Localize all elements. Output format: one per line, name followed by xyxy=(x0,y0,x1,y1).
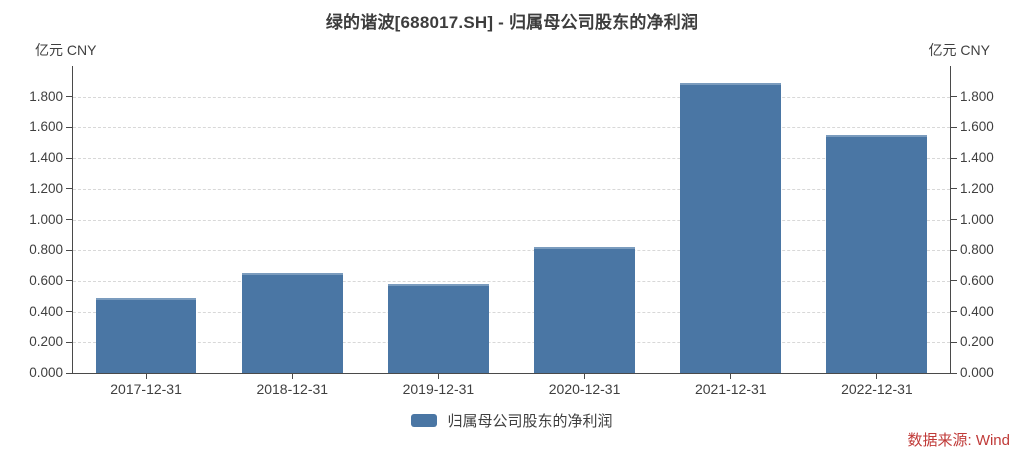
y-tick-label-left: 1.400 xyxy=(29,150,63,166)
y-tick-mark-right xyxy=(950,249,957,251)
y-tick-mark-right xyxy=(950,311,957,313)
y-axis-unit-left: 亿元 CNY xyxy=(35,42,97,58)
gridline xyxy=(73,158,950,160)
y-tick-label-left: 1.600 xyxy=(29,119,63,135)
x-tick-label: 2022-12-31 xyxy=(841,381,913,397)
x-tick-mark xyxy=(584,373,586,379)
gridline xyxy=(73,188,950,190)
gridline xyxy=(73,342,950,344)
bar xyxy=(534,247,635,373)
gridline xyxy=(73,311,950,313)
x-tick-label: 2018-12-31 xyxy=(256,381,329,397)
x-tick-label: 2021-12-31 xyxy=(694,381,767,397)
bar xyxy=(95,297,197,373)
y-tick-label-left: 0.400 xyxy=(29,303,63,319)
bar xyxy=(387,283,489,373)
x-tick-mark xyxy=(437,373,439,379)
y-tick-label-right: 1.200 xyxy=(960,180,994,196)
y-tick-mark-left xyxy=(66,280,73,282)
y-axis-unit-right: 亿元 CNY xyxy=(928,42,990,58)
y-tick-label-left: 1.800 xyxy=(29,88,63,104)
plot-area: 0.000 0.000 0.200 0.200 0.400 0.400 0.600 0.600… xyxy=(29,66,994,397)
y-tick-label-right: 1.600 xyxy=(960,119,994,135)
y-tick-mark-left xyxy=(66,157,73,159)
gridline xyxy=(73,280,950,282)
gridline xyxy=(73,96,950,98)
x-tick-mark xyxy=(730,373,732,379)
y-tick-mark-right xyxy=(950,219,957,220)
y-tick-mark-right xyxy=(950,280,957,282)
x-tick-label: 2019-12-31 xyxy=(402,381,475,397)
legend-label: 归属母公司股东的净利润 xyxy=(447,412,613,430)
y-tick-label-right: 1.400 xyxy=(960,150,994,166)
gridline xyxy=(73,127,950,129)
legend-marker-icon xyxy=(411,413,438,427)
y-tick-mark-left xyxy=(66,341,73,343)
y-tick-label-right: 0.400 xyxy=(960,303,994,319)
x-tick-label: 2017-12-31 xyxy=(110,381,182,397)
y-tick-mark-right xyxy=(950,341,957,343)
x-tick-mark xyxy=(876,373,878,379)
chart-title: 绿的谐波[688017.SH] - 归属母公司股东的净利润 xyxy=(325,13,699,32)
bar xyxy=(241,273,343,373)
y-tick-label-left: 0.600 xyxy=(29,272,63,288)
y-tick-label-left: 0.000 xyxy=(29,365,63,380)
bar xyxy=(680,82,782,373)
gridline xyxy=(73,250,950,252)
y-tick-label-right: 1.800 xyxy=(960,88,994,104)
y-tick-mark-left xyxy=(66,126,73,128)
gridline xyxy=(73,219,950,221)
x-tick-label: 2020-12-31 xyxy=(548,381,621,397)
y-tick-mark-right xyxy=(950,372,957,374)
y-tick-mark-right xyxy=(950,157,957,159)
y-tick-label-left: 0.800 xyxy=(29,242,63,258)
y-tick-mark-right xyxy=(950,96,957,98)
y-tick-mark-left xyxy=(66,372,73,374)
y-tick-label-left: 1.000 xyxy=(29,211,63,227)
y-tick-label-left: 1.200 xyxy=(29,180,63,196)
y-tick-label-right: 0.000 xyxy=(960,365,994,380)
y-tick-mark-left xyxy=(66,249,73,251)
y-tick-mark-left xyxy=(66,188,73,190)
legend: 归属母公司股东的净利润 xyxy=(0,410,1024,430)
y-tick-mark-left xyxy=(66,219,73,220)
data-source: 数据来源: Wind xyxy=(907,432,1010,449)
y-tick-label-right: 1.000 xyxy=(960,211,994,227)
x-tick-mark xyxy=(145,373,147,379)
y-tick-label-right: 0.600 xyxy=(960,272,994,288)
x-tick-mark xyxy=(291,373,293,379)
bar xyxy=(826,135,928,373)
y-tick-label-right: 0.800 xyxy=(960,242,994,258)
y-tick-mark-right xyxy=(950,188,957,190)
y-tick-mark-right xyxy=(950,126,957,128)
y-tick-label-right: 0.200 xyxy=(960,334,994,350)
y-tick-mark-left xyxy=(66,311,73,313)
y-tick-mark-left xyxy=(66,96,73,98)
y-tick-label-left: 0.200 xyxy=(29,334,63,350)
